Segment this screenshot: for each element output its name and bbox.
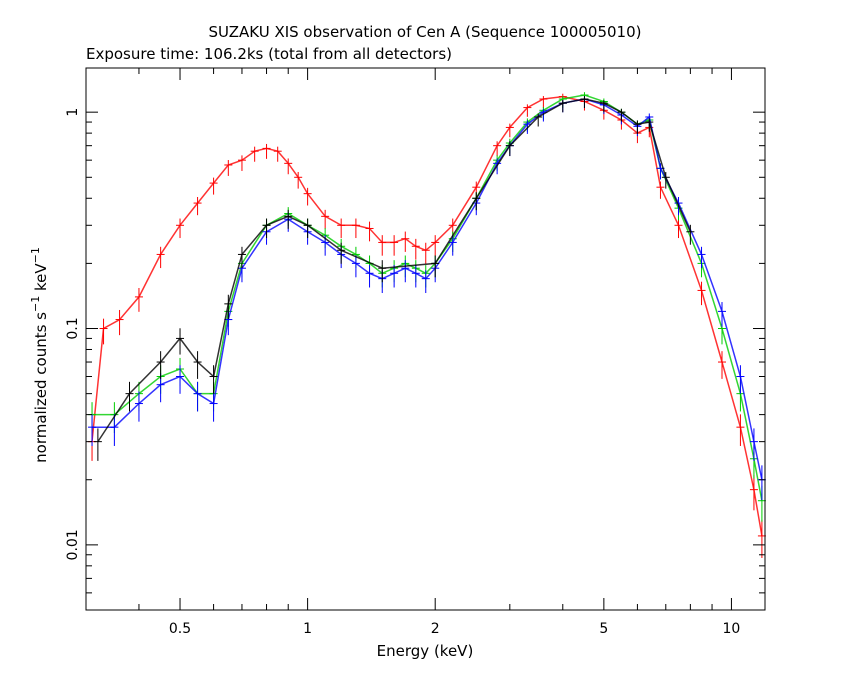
axes-layer: 0.5 1 2 5 10 0.01 0.1 1 [65, 67, 766, 637]
data-series-3 [93, 96, 695, 461]
data-point [633, 120, 642, 134]
data-point [717, 351, 726, 379]
data-point [505, 123, 514, 138]
chart-title: SUZAKU XIS observation of Cen A (Sequenc… [208, 23, 641, 41]
data-point [176, 365, 185, 394]
data-point [378, 235, 387, 256]
data-point [337, 218, 346, 239]
y-tick-label: 0.01 [65, 529, 81, 560]
data-point [448, 235, 457, 256]
data-point [237, 246, 246, 269]
data-point [539, 96, 548, 109]
data-point [337, 242, 346, 264]
y-axis-label-main: normalized counts s [32, 312, 50, 463]
data-point [534, 113, 543, 127]
data-point [193, 351, 202, 379]
plot-frame [85, 67, 766, 611]
data-point [431, 255, 440, 278]
data-point [472, 192, 481, 211]
data-point [88, 414, 97, 446]
data-point [134, 391, 143, 422]
data-point [209, 365, 218, 394]
data-point [237, 155, 246, 171]
data-point [523, 104, 532, 117]
data-point [365, 221, 374, 242]
data-point [697, 281, 706, 306]
data-point [351, 255, 360, 278]
data-point [321, 209, 330, 229]
data-point [193, 381, 202, 412]
data-point [617, 108, 626, 122]
y-axis-label-mid: keV [32, 263, 50, 296]
y-axis-label-exp2: −1 [29, 247, 42, 263]
data-point [284, 158, 293, 175]
data-point [262, 143, 271, 159]
data-point [390, 235, 399, 256]
y-axis-label: normalized counts s−1 keV−1 [29, 247, 50, 463]
data-point [224, 294, 233, 319]
data-point [401, 231, 410, 252]
data-point [431, 235, 440, 256]
data-point [599, 100, 608, 113]
data-point [717, 302, 726, 327]
data-point [262, 218, 271, 239]
y-tick-label: 1 [65, 108, 81, 117]
data-point [580, 96, 589, 109]
data-point [250, 146, 259, 162]
data-point [209, 177, 218, 195]
y-tick-label: 0.1 [65, 317, 81, 339]
data-point [303, 187, 312, 206]
data-point [421, 270, 430, 294]
data-point [273, 146, 282, 162]
x-axis-label: Energy (keV) [377, 642, 474, 660]
data-point [294, 171, 303, 189]
data-point [209, 391, 218, 422]
data-point [176, 218, 185, 239]
y-axis-label-exp1: −1 [29, 296, 42, 312]
x-tick-label: 5 [599, 621, 608, 637]
x-tick-label: 0.5 [169, 621, 191, 637]
chart-subtitle: Exposure time: 106.2ks (total from all d… [86, 45, 452, 63]
data-point [656, 181, 665, 199]
data-point [493, 141, 502, 157]
data-point [661, 171, 670, 189]
data-point [284, 209, 293, 229]
data-point [303, 218, 312, 239]
x-tick-label: 10 [723, 621, 741, 637]
data-point [749, 474, 758, 511]
data-point [224, 160, 233, 176]
data-point [697, 246, 706, 269]
data-point [736, 365, 745, 394]
data-point [505, 141, 514, 157]
data-point [645, 118, 654, 132]
data-point [421, 242, 430, 264]
data-point [411, 238, 420, 260]
data-point [749, 428, 758, 461]
data-point [125, 381, 134, 412]
data-point [401, 260, 410, 283]
data-point [378, 260, 387, 283]
data-point [558, 100, 567, 113]
data-point [193, 196, 202, 216]
data-point [351, 218, 360, 239]
data-point [365, 265, 374, 288]
x-tick-label: 1 [303, 621, 312, 637]
series-layer [88, 92, 766, 558]
data-point [115, 309, 124, 336]
data-point [156, 351, 165, 379]
data-point [93, 428, 102, 461]
data-point [134, 287, 143, 312]
data-point [674, 218, 683, 239]
data-point [99, 318, 108, 345]
data-point [156, 246, 165, 269]
data-point [110, 414, 119, 446]
data-point [411, 265, 420, 288]
data-point [736, 414, 745, 446]
data-point [390, 265, 399, 288]
data-point [176, 328, 185, 355]
data-point [686, 224, 695, 245]
x-tick-label: 2 [431, 621, 440, 637]
